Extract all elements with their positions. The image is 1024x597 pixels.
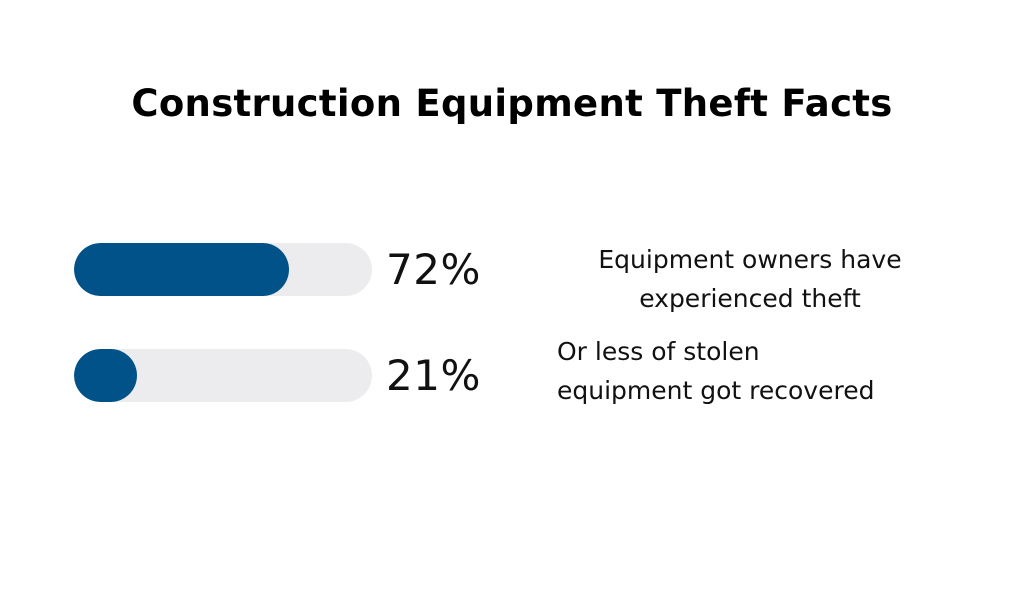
stat-description: Equipment owners have experienced theft: [560, 240, 940, 318]
description-line: experienced theft: [639, 284, 861, 313]
description-line: Or less of stolen: [557, 337, 760, 366]
description-line: equipment got recovered: [557, 376, 875, 405]
stat-row: 21% Or less of stolen equipment got reco…: [0, 337, 1024, 406]
stat-row: 72% Equipment owners have experienced th…: [0, 240, 1024, 313]
description-line: Equipment owners have: [598, 245, 902, 274]
stat-description: Or less of stolen equipment got recovere…: [557, 332, 957, 410]
chart-title: Construction Equipment Theft Facts: [131, 82, 893, 125]
percentage-label: 21%: [386, 351, 481, 400]
progress-fill: [74, 243, 289, 296]
percentage-label: 72%: [386, 245, 481, 294]
progress-track: [74, 243, 372, 296]
progress-fill: [74, 349, 137, 402]
progress-track: [74, 349, 372, 402]
